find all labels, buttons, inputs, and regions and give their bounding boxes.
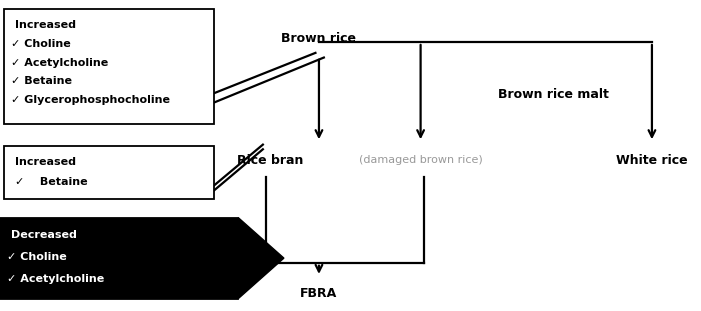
Text: Brown rice malt: Brown rice malt [498, 88, 609, 101]
Text: ✓ Betaine: ✓ Betaine [11, 76, 72, 86]
Text: ✓ Acetylcholine: ✓ Acetylcholine [11, 58, 108, 67]
Text: ✓    Betaine: ✓ Betaine [15, 177, 88, 187]
FancyBboxPatch shape [4, 9, 214, 124]
Text: Rice bran: Rice bran [237, 154, 303, 167]
Text: FBRA: FBRA [300, 287, 338, 300]
Text: Increased: Increased [15, 20, 76, 30]
Text: (damaged brown rice): (damaged brown rice) [359, 155, 482, 165]
Text: ✓ Glycerophosphocholine: ✓ Glycerophosphocholine [11, 95, 170, 105]
Text: White rice: White rice [616, 154, 688, 167]
Text: ✓ Choline: ✓ Choline [11, 39, 70, 49]
Text: ✓ Acetylcholine: ✓ Acetylcholine [7, 274, 104, 284]
FancyBboxPatch shape [4, 146, 214, 199]
Text: ✓ Choline: ✓ Choline [7, 252, 67, 262]
Text: Decreased: Decreased [11, 230, 77, 239]
Text: Increased: Increased [15, 157, 76, 167]
Text: Brown rice: Brown rice [282, 32, 356, 45]
FancyBboxPatch shape [0, 218, 238, 299]
Polygon shape [238, 218, 284, 299]
